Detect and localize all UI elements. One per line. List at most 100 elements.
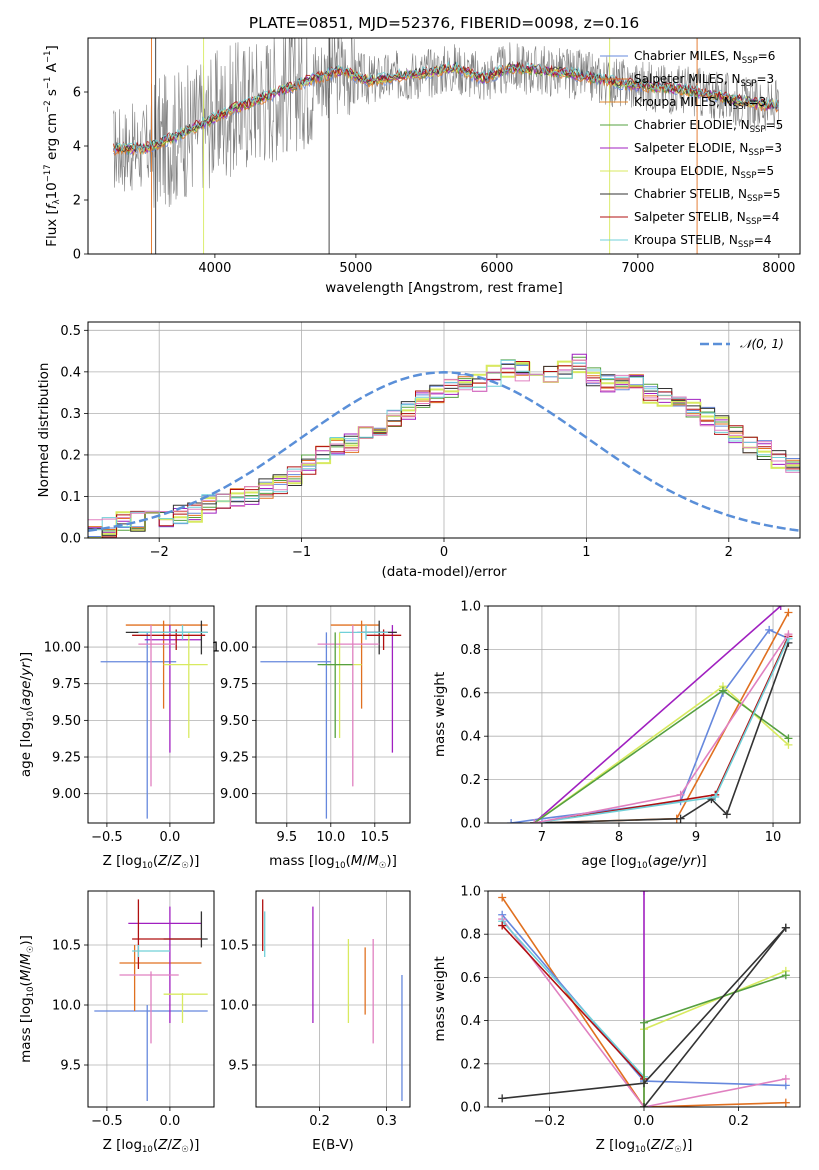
- legend: Chabrier MILES, NSSP=6 Salpeter MILES, NS…: [600, 49, 783, 250]
- tick-label-y: 9.75: [52, 677, 81, 692]
- weight-marker: [507, 819, 516, 823]
- weight-marker: [676, 814, 685, 823]
- tick-label-x: 5000: [339, 261, 372, 276]
- weight-line: [510, 628, 789, 823]
- weight-marker: [498, 1094, 507, 1103]
- legend-entry: 𝒩(0, 1): [740, 337, 784, 351]
- axes: 0.2 0.3 9.5 10.0 10.5: [220, 891, 410, 1129]
- weight-marker: [765, 625, 774, 634]
- tick-label-x: 4000: [198, 261, 231, 276]
- errorbar-group: [94, 899, 208, 1101]
- tick-label-x: 7000: [621, 261, 654, 276]
- tick-label-y: 9.50: [220, 714, 249, 729]
- legend-entry: Kroupa ELODIE, NSSP=5: [634, 164, 774, 181]
- tick-label-x: −1: [292, 545, 311, 560]
- weight-marker: [781, 971, 790, 980]
- x-axis-label: Z [log10(Z/Z☉)]: [103, 1137, 200, 1155]
- tick-label-y: 0.1: [60, 490, 81, 505]
- legend-entry: Kroupa MILES, NSSP=3: [634, 95, 766, 112]
- histogram-series: [88, 359, 800, 521]
- tick-label-x: 1: [582, 545, 590, 560]
- tick-label-y: 0.4: [60, 365, 81, 380]
- spectrum-group: [112, 38, 780, 254]
- tick-label-x: 0.0: [634, 1114, 655, 1129]
- axes-frame: [87, 605, 215, 824]
- tick-label-x: 0.0: [160, 1114, 181, 1129]
- x-axis-label: age [log10(age/yr)]: [581, 853, 706, 871]
- tick-label-x: 0: [440, 545, 448, 560]
- x-axis-label: Z [log10(Z/Z☉)]: [103, 853, 200, 871]
- weight-marker: [640, 1103, 648, 1107]
- y-axis-label: mass [log10(M/M☉)]: [18, 935, 36, 1063]
- tick-label-x: 6000: [480, 261, 513, 276]
- axes-frame: [487, 890, 801, 1108]
- tick-label-y: 10.5: [220, 939, 249, 954]
- histogram-series: [88, 353, 800, 533]
- legend-entry: Salpeter MILES, NSSP=3: [634, 72, 774, 89]
- x-axis-label: Z [log10(Z/Z☉)]: [596, 1137, 693, 1155]
- tick-label-x: 10.0: [316, 830, 345, 845]
- weight-line: [643, 974, 787, 1107]
- tick-label-y: 0.6: [460, 686, 481, 701]
- tick-label-x: −0.5: [91, 830, 123, 845]
- x-axis-label: (data-model)/error: [381, 564, 507, 580]
- errorbar-group: [262, 899, 403, 1101]
- weight-marker: [711, 792, 720, 801]
- weight-marker: [784, 608, 793, 617]
- x-axis-label: wavelength [Angstrom, rest frame]: [325, 280, 563, 296]
- tick-label-x: 8000: [762, 261, 795, 276]
- legend-entry: Chabrier STELIB, NSSP=5: [634, 187, 781, 204]
- tick-label-y: 0.5: [60, 324, 81, 339]
- tick-label-y: 6: [73, 86, 81, 101]
- line-group: [498, 891, 790, 1107]
- y-axis-label: Flux [fλ10−17 erg cm−2 s−1 A−1]: [43, 45, 62, 247]
- weight-marker: [722, 810, 731, 819]
- tick-label-y: 9.25: [52, 751, 81, 766]
- axes-frame: [255, 890, 411, 1108]
- x-axis-label: mass [log10(M/M☉)]: [269, 853, 397, 871]
- tick-label-y: 10.0: [52, 999, 81, 1014]
- axes-frame: [255, 605, 411, 824]
- gaussian-curve: [88, 371, 800, 532]
- histogram-group: [88, 353, 800, 538]
- histogram-series: [88, 362, 800, 537]
- tick-label-y: 0.8: [460, 643, 481, 658]
- tick-label-y: 0.0: [460, 1101, 481, 1116]
- weight-marker: [498, 893, 507, 902]
- weight-marker: [530, 819, 539, 823]
- weight-marker: [498, 921, 507, 930]
- weight-marker: [784, 630, 793, 639]
- tick-label-y: 9.5: [60, 1059, 81, 1074]
- legend-entry: Chabrier ELODIE, NSSP=5: [634, 118, 783, 135]
- weight-line: [643, 927, 787, 1107]
- y-axis-label: age [log10(age/yr)]: [18, 652, 36, 777]
- axes: −2 −1 0 1 2 0.0 0.1 0.2 0.3 0.4 0.5: [60, 322, 800, 560]
- tick-label-x: −0.2: [534, 1114, 566, 1129]
- axes-frame: [487, 605, 801, 824]
- weight-line: [501, 918, 786, 1107]
- tick-label-y: 0.2: [460, 1057, 481, 1072]
- weight-line: [501, 897, 786, 1107]
- legend-entry: Salpeter ELODIE, NSSP=3: [634, 141, 782, 158]
- errorbar-group: [260, 620, 402, 819]
- tick-label-y: 10.00: [44, 641, 81, 656]
- weight-marker: [640, 1018, 648, 1027]
- axes: −0.5 0.0 9.5 10.0 10.5: [52, 891, 214, 1129]
- tick-label-y: 10.5: [52, 939, 81, 954]
- tick-label-x: 2: [725, 545, 733, 560]
- errorbar-group: [100, 620, 208, 819]
- tick-label-y: 0.6: [460, 971, 481, 986]
- tick-label-y: 10.00: [212, 641, 249, 656]
- model-spectrum: [113, 60, 779, 153]
- weight-marker: [776, 606, 785, 610]
- line-group: [507, 606, 793, 823]
- tick-label-y: 10.0: [220, 999, 249, 1014]
- tick-label-y: 9.00: [52, 787, 81, 802]
- tick-label-x: 8: [615, 830, 623, 845]
- tick-label-y: 0.4: [460, 730, 481, 745]
- tick-label-y: 0.3: [60, 407, 81, 422]
- histogram-series: [88, 356, 800, 538]
- axes-frame: [87, 321, 801, 539]
- tick-label-y: 1.0: [460, 885, 481, 900]
- tick-label-y: 9.50: [52, 714, 81, 729]
